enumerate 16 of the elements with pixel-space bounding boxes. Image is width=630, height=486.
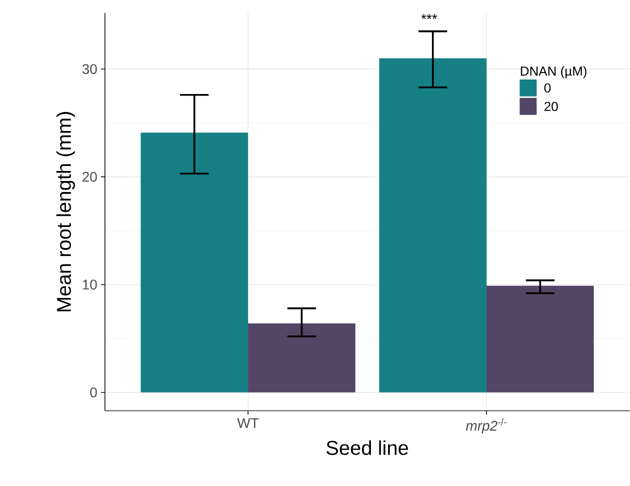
y-tick-label: 10 bbox=[82, 280, 97, 290]
x-axis-title: Seed line bbox=[326, 440, 408, 456]
legend-title: DNAN (µM) bbox=[520, 66, 586, 78]
y-tick-label: 0 bbox=[90, 388, 97, 398]
y-tick-label: 30 bbox=[82, 64, 97, 74]
legend-label: 20 bbox=[544, 102, 558, 112]
bar bbox=[486, 286, 594, 393]
bar bbox=[140, 132, 248, 393]
bar bbox=[248, 324, 356, 393]
x-tick-label: mrp2$^{-/-}$ bbox=[466, 418, 506, 434]
legend-label: 0 bbox=[544, 83, 551, 93]
x-tick-label: WT bbox=[237, 418, 259, 428]
bar bbox=[379, 58, 487, 393]
y-axis-title: Mean root length (mm) bbox=[56, 112, 75, 312]
annotation: *** bbox=[421, 14, 438, 20]
y-tick-label: 20 bbox=[82, 172, 97, 182]
